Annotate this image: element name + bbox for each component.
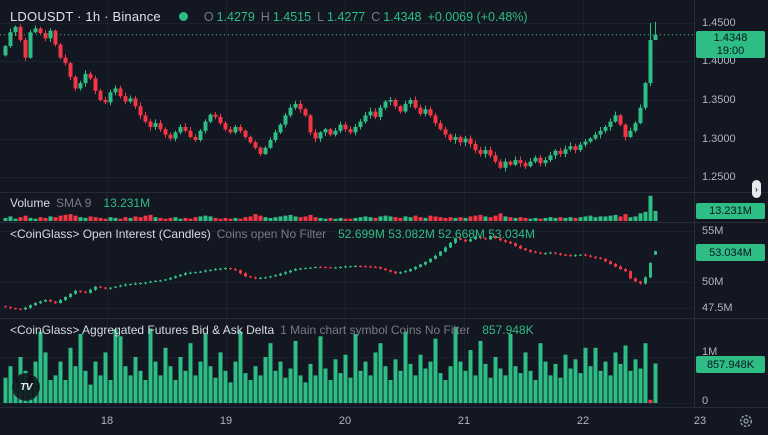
y-axis-label: 1.3500 bbox=[702, 94, 736, 106]
open-interest-legend: <CoinGlass> Open Interest (Candles) Coin… bbox=[10, 227, 535, 241]
oi-title[interactable]: <CoinGlass> Open Interest (Candles) bbox=[10, 227, 211, 241]
bid-ask-delta-legend: <CoinGlass> Aggregated Futures Bid & Ask… bbox=[10, 323, 534, 337]
high-label: H bbox=[260, 9, 270, 24]
volume-legend: Volume SMA 9 13.231M bbox=[10, 196, 150, 210]
close-value: 1.4348 bbox=[383, 9, 422, 24]
volume-sma-label: SMA 9 bbox=[56, 196, 92, 210]
open-value: 1.4279 bbox=[216, 9, 255, 24]
x-axis-label: 21 bbox=[457, 415, 471, 427]
bar-countdown: 19:00 bbox=[716, 44, 745, 57]
open-interest-candles[interactable] bbox=[4, 235, 657, 311]
x-axis-label: 19 bbox=[219, 415, 233, 427]
low-label: L bbox=[317, 9, 325, 24]
delta-value: 857.948K bbox=[482, 323, 534, 337]
x-axis-label: 20 bbox=[338, 415, 352, 427]
open-interest-badge: 53.034M bbox=[696, 244, 765, 261]
gear-icon bbox=[739, 414, 753, 428]
main-candles[interactable] bbox=[3, 21, 658, 172]
last-price-badge: 1.4348 19:00 bbox=[696, 31, 765, 58]
y-axis-label: 1.4000 bbox=[702, 55, 736, 67]
delta-title[interactable]: <CoinGlass> Aggregated Futures Bid & Ask… bbox=[10, 323, 275, 337]
high-value: 1.4515 bbox=[272, 9, 312, 24]
close-label: C bbox=[371, 9, 381, 24]
last-price-value: 1.4348 bbox=[713, 31, 748, 44]
y-axis-label: 50M bbox=[702, 276, 724, 288]
y-axis-label: 47.5M bbox=[702, 302, 733, 314]
y-axis-label: 1M bbox=[702, 346, 718, 358]
change-value: +0.0069 (+0.48%) bbox=[427, 9, 528, 24]
tradingview-logo-text: TV bbox=[20, 381, 32, 393]
price-scale[interactable]: 1.45001.40001.35001.30001.250055M52.5M50… bbox=[694, 0, 768, 407]
y-axis-label: 55M bbox=[702, 225, 724, 237]
low-value: 1.4277 bbox=[327, 9, 366, 24]
scale-scroll-handle[interactable]: › bbox=[752, 180, 761, 198]
oi-ohlc-values: 52.699M 53.082M 52.668M 53.034M bbox=[338, 227, 535, 241]
oi-filter-label: Coins open No Filter bbox=[216, 227, 327, 241]
delta-filter-label: 1 Main chart symbol Coins No Filter bbox=[280, 323, 471, 337]
volume-badge: 13.231M bbox=[696, 203, 765, 219]
y-axis-label: 1.3000 bbox=[702, 133, 736, 145]
time-scale[interactable]: 18 19 20 21 22 23 bbox=[0, 407, 768, 435]
x-axis-label: 22 bbox=[576, 415, 590, 427]
chevron-right-icon: › bbox=[755, 184, 758, 194]
open-label: O bbox=[203, 9, 214, 24]
volume-title[interactable]: Volume bbox=[10, 196, 51, 210]
delta-badge: 857.948K bbox=[696, 356, 765, 373]
symbol-title[interactable]: LDOUSDT · 1h · Binance bbox=[10, 9, 161, 24]
y-axis-label: 0 bbox=[702, 395, 709, 407]
delta-bars[interactable] bbox=[3, 327, 658, 403]
volume-bars[interactable] bbox=[3, 195, 658, 221]
x-axis-label: 23 bbox=[693, 415, 707, 427]
timescale-settings-gear-icon[interactable] bbox=[738, 413, 754, 429]
x-axis-label: 18 bbox=[100, 415, 114, 427]
y-axis-label: 1.2500 bbox=[702, 171, 736, 183]
tradingview-logo[interactable]: TV bbox=[12, 373, 40, 401]
main-symbol-legend: LDOUSDT · 1h · Binance O 1.4279 H 1.4515 L… bbox=[10, 9, 528, 24]
volume-value: 13.231M bbox=[103, 196, 151, 210]
market-status-icon[interactable] bbox=[178, 12, 188, 21]
y-axis-label: 1.4500 bbox=[702, 17, 736, 29]
